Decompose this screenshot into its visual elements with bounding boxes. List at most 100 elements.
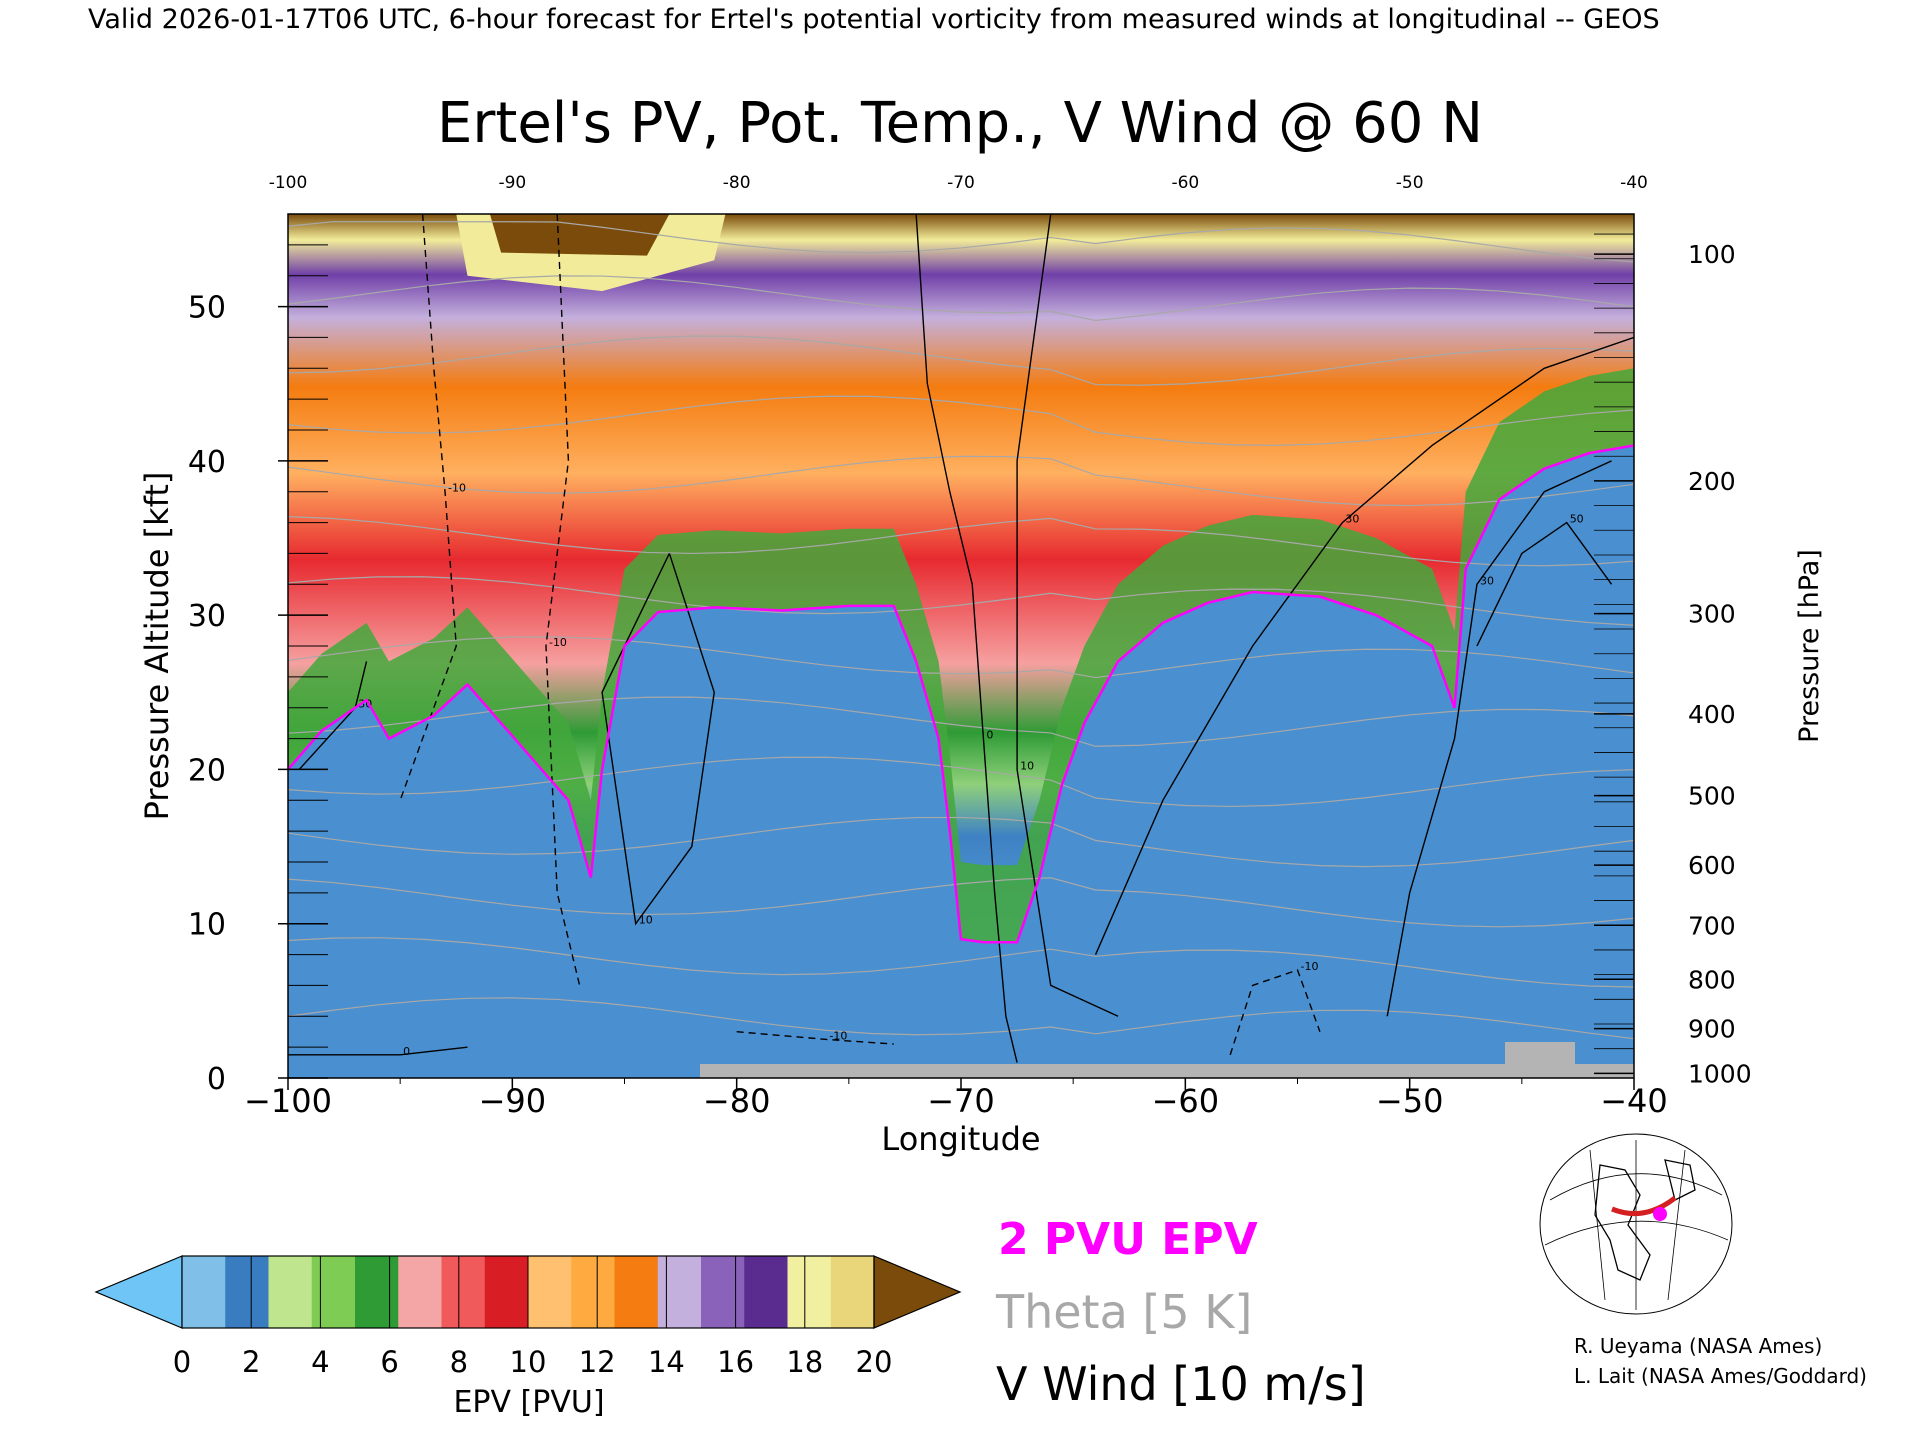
top-tick-label: -60 xyxy=(1171,173,1199,193)
x-tick-label: −100 xyxy=(244,1082,332,1120)
credit-2: L. Lait (NASA Ames/Goddard) xyxy=(1574,1364,1867,1388)
colorbar-tick-label: 12 xyxy=(579,1345,616,1379)
pressure-tick-label: 600 xyxy=(1688,851,1736,880)
colorbar-segment xyxy=(311,1256,356,1328)
pressure-axis: 100 200 300 400 500 600 700 800 900 1000 xyxy=(1594,233,1752,1088)
legend-vwind: V Wind [10 m/s] xyxy=(996,1357,1366,1411)
v-wind-contour xyxy=(288,1046,468,1056)
v-wind-contour xyxy=(1016,214,1119,1017)
x-axis: −100 −90 −80 −70 −60 −50 −40 xyxy=(244,1078,1668,1120)
top-tick-label: -40 xyxy=(1620,173,1648,193)
v-wind-contour xyxy=(1476,521,1613,647)
pressure-tick-label: 100 xyxy=(1688,240,1736,269)
colorbar-tick-label: 2 xyxy=(242,1345,260,1379)
x-tick-label: −40 xyxy=(1600,1082,1668,1120)
theta-contour xyxy=(288,756,1634,808)
pressure-tick-label: 300 xyxy=(1688,600,1736,629)
y-tick-label: 30 xyxy=(188,599,226,634)
colorbar-segment xyxy=(657,1256,702,1328)
theta-contour xyxy=(288,636,1634,679)
v-wind-contour-label: 30 xyxy=(358,698,372,711)
colorbar-segment xyxy=(355,1256,399,1328)
header-text: Valid 2026-01-17T06 UTC, 6-hour forecast… xyxy=(88,4,1660,35)
colorbar-segment xyxy=(484,1256,529,1328)
colorbar-tick-label: 6 xyxy=(380,1345,398,1379)
colorbar-segment xyxy=(398,1256,442,1328)
colorbar-tick-label: 8 xyxy=(450,1345,468,1379)
v-wind-contour-label: 0 xyxy=(403,1045,410,1058)
v-wind-contour-label: -10 xyxy=(448,482,466,495)
high-pv-brown xyxy=(489,214,670,256)
v-wind-contour-label: 30 xyxy=(1345,513,1359,526)
top-tick-label: -100 xyxy=(269,173,308,193)
top-tick-label: -70 xyxy=(947,173,975,193)
top-tick-label: -50 xyxy=(1396,173,1424,193)
colorbar-high-arrow xyxy=(873,1255,962,1329)
v-wind-contour xyxy=(1229,969,1321,1056)
pressure-tick-label: 700 xyxy=(1688,911,1736,940)
y-tick-label: 40 xyxy=(188,445,226,480)
colorbar-tick-label: 16 xyxy=(717,1345,754,1379)
pressure-tick-label: 500 xyxy=(1688,782,1736,811)
x-tick-label: −70 xyxy=(927,1082,995,1120)
credit-1: R. Ueyama (NASA Ames) xyxy=(1574,1334,1822,1358)
v-wind-contour-label: -10 xyxy=(549,636,567,649)
legend-epv: 2 PVU EPV xyxy=(998,1214,1258,1265)
x-tick-label: −50 xyxy=(1376,1082,1444,1120)
y-tick-label: 0 xyxy=(207,1062,226,1097)
theta-contour xyxy=(288,816,1634,868)
tropopause-green-band xyxy=(288,368,1634,943)
colorbar-segment xyxy=(441,1256,486,1328)
top-tick-label: -90 xyxy=(498,173,526,193)
v-wind-contour xyxy=(1386,460,1612,1017)
pressure-tick-label: 1000 xyxy=(1688,1059,1752,1088)
colorbar-tick-label: 18 xyxy=(786,1345,823,1379)
v-wind-contour-label: 30 xyxy=(1480,574,1494,587)
v-wind-contours: 0 -10 10 10 30 30 50 30 -10 -10 -10 0 xyxy=(288,214,1634,1063)
theta-contour xyxy=(288,275,1634,322)
colorbar-tick-label: 4 xyxy=(311,1345,329,1379)
v-wind-contour xyxy=(399,214,457,801)
y-tick-label: 10 xyxy=(188,908,226,943)
colorbar-tick-label: 0 xyxy=(173,1345,191,1379)
troposphere-region xyxy=(288,445,1634,1078)
pressure-axis-label: Pressure [hPa] xyxy=(1794,549,1825,743)
locator-map xyxy=(1538,1133,1733,1315)
colorbar-segment xyxy=(268,1256,313,1328)
v-wind-contour xyxy=(545,214,581,986)
colorbar-segment xyxy=(528,1256,572,1328)
colorbar-segment xyxy=(614,1256,659,1328)
top-tick-label: -80 xyxy=(723,173,751,193)
theta-contour xyxy=(288,515,1634,567)
theta-contours xyxy=(288,221,1634,1040)
pressure-tick-label: 200 xyxy=(1688,467,1736,496)
v-wind-contour-label: -10 xyxy=(829,1029,847,1042)
v-wind-contour-label: -10 xyxy=(1301,960,1319,973)
colorbar: 0 2 4 6 8 10 12 14 16 18 20 xyxy=(94,1255,962,1379)
v-wind-contour-label: 10 xyxy=(639,914,653,927)
colorbar-segment xyxy=(182,1256,226,1328)
v-wind-contour xyxy=(601,553,715,926)
top-axis: -100 -90 -80 -70 -60 -50 -40 xyxy=(269,173,1648,193)
theta-contour xyxy=(288,576,1634,626)
colorbar-segment xyxy=(830,1256,875,1328)
colorbar-low-arrow xyxy=(94,1255,183,1329)
theta-contour xyxy=(288,395,1634,447)
colorbar-tick-label: 14 xyxy=(648,1345,685,1379)
colorbar-segment xyxy=(225,1256,269,1328)
colorbar-segment xyxy=(744,1256,788,1328)
x-tick-label: −80 xyxy=(703,1082,771,1120)
theta-contour xyxy=(288,937,1634,988)
x-axis-label: Longitude xyxy=(881,1120,1040,1158)
theta-contour xyxy=(288,997,1634,1040)
theta-contour xyxy=(288,455,1634,507)
v-wind-contour xyxy=(736,1031,894,1045)
x-tick-label: −60 xyxy=(1152,1082,1220,1120)
tropopause-2pvu-contour xyxy=(288,444,1634,944)
colorbar-tick-label: 10 xyxy=(510,1345,547,1379)
pressure-tick-label: 900 xyxy=(1688,1015,1736,1044)
pressure-tick-label: 800 xyxy=(1688,965,1736,994)
v-wind-contour-label: 0 xyxy=(986,729,993,742)
theta-contour xyxy=(288,335,1634,386)
